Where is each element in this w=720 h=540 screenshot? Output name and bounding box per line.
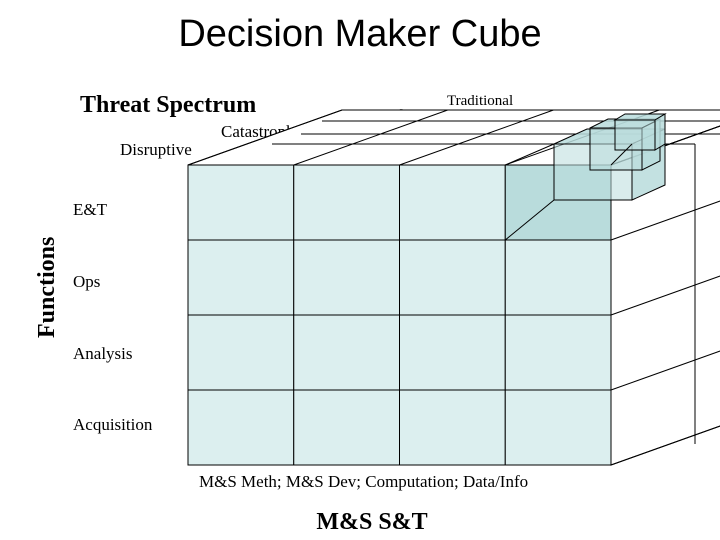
highlight-diagonal <box>505 143 555 166</box>
function-label-et: E&T <box>73 200 108 219</box>
front-cell <box>504 389 612 466</box>
front-cell <box>293 164 400 241</box>
functions-axis-label: Functions <box>34 237 60 338</box>
right-depth-line <box>610 200 720 241</box>
function-label-analysis: Analysis <box>73 344 133 363</box>
right-depth-line <box>610 275 720 316</box>
right-depth-line <box>610 350 720 391</box>
front-cell <box>293 389 400 466</box>
front-cell <box>399 239 506 316</box>
front-cell <box>399 314 506 391</box>
threat-label-traditional: Traditional <box>447 93 513 109</box>
front-cell <box>399 389 506 466</box>
front-cell <box>293 314 400 391</box>
front-cell <box>187 239 295 316</box>
function-label-acquisition: Acquisition <box>73 415 153 434</box>
top-depth-line <box>293 109 448 166</box>
cube-grid <box>187 109 720 466</box>
function-label-ops: Ops <box>73 272 100 291</box>
top-depth-line <box>187 109 343 166</box>
diagram-title: Decision Maker Cube <box>178 13 541 55</box>
right-depth-line <box>610 425 720 466</box>
ms-columns-labels: M&S Meth; M&S Dev; Computation; Data/Inf… <box>199 472 528 491</box>
front-cell <box>293 239 400 316</box>
highlight-cube-rear-side <box>654 113 666 151</box>
front-cell <box>399 164 506 241</box>
highlight-cube-rear-front <box>614 119 656 151</box>
threat-label-disruptive: Disruptive <box>120 140 192 159</box>
top-depth-line <box>399 109 554 166</box>
highlight-diagonal <box>504 199 555 241</box>
highlight-diagonal <box>610 143 633 166</box>
front-cell <box>187 389 295 466</box>
front-cell <box>504 314 612 391</box>
front-cell <box>187 314 295 391</box>
ms-st-axis-label: M&S S&T <box>316 509 427 535</box>
front-cell <box>504 239 612 316</box>
threat-spectrum-heading: Threat Spectrum <box>80 92 256 118</box>
front-cell <box>187 164 295 241</box>
